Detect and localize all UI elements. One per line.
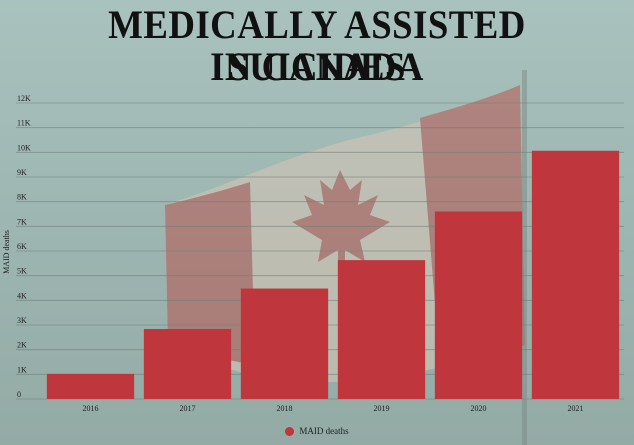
bar <box>46 373 135 399</box>
y-tick-label: 3K <box>17 316 27 325</box>
y-tick-label: 9K <box>17 168 27 177</box>
chart-title-line-2: IN CANADA <box>210 44 424 89</box>
legend-label: MAID deaths <box>299 426 349 436</box>
y-tick-label: 5K <box>17 267 27 276</box>
bar <box>337 260 426 399</box>
x-tick-label: 2017 <box>180 404 196 413</box>
y-tick-label: 4K <box>17 291 27 300</box>
x-tick-label: 2019 <box>374 404 390 413</box>
x-tick-label: 2021 <box>568 404 584 413</box>
y-tick-label: 2K <box>17 341 27 350</box>
y-tick-label: 11K <box>17 119 31 128</box>
bar <box>434 211 523 399</box>
y-axis-label: MAID deaths <box>2 230 11 274</box>
chart-title-line-1: MEDICALLY ASSISTED SUICIDES <box>108 2 526 89</box>
y-tick-label: 0 <box>17 390 21 399</box>
legend-swatch <box>285 426 295 436</box>
y-tick-label: 1K <box>17 365 27 374</box>
x-tick-label: 2016 <box>83 404 99 413</box>
y-tick-label: 8K <box>17 193 27 202</box>
y-tick-label: 10K <box>17 143 31 152</box>
chart-legend: MAID deaths <box>0 426 634 436</box>
x-tick-label: 2020 <box>471 404 487 413</box>
bar <box>143 328 232 399</box>
y-tick-label: 12K <box>17 94 31 103</box>
y-tick-label: 7K <box>17 217 27 226</box>
bar <box>531 150 620 399</box>
y-tick-label: 6K <box>17 242 27 251</box>
bar <box>240 288 329 399</box>
x-tick-label: 2018 <box>277 404 293 413</box>
